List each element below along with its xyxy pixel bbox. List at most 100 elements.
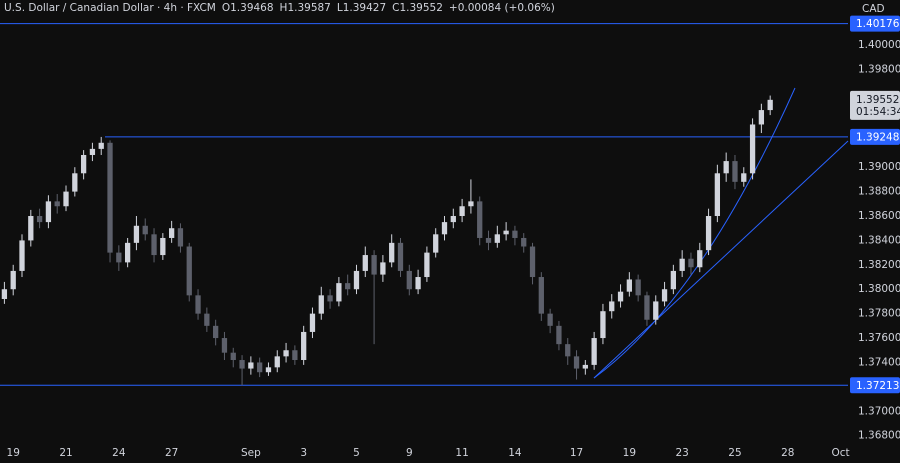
candle-body (248, 362, 254, 369)
candle-body (318, 295, 324, 314)
y-tick-label: 1.37400 (858, 356, 900, 368)
candle-body (741, 173, 747, 182)
level-label: 1.37213 (856, 380, 899, 392)
candle-body (406, 270, 412, 290)
candle-body (292, 350, 298, 361)
candle-body (213, 325, 219, 339)
y-tick-label: 1.40000 (858, 39, 900, 51)
candle-body (195, 295, 201, 314)
candle-body (609, 301, 615, 312)
x-tick-label: 27 (165, 447, 178, 459)
candle-body (186, 246, 192, 296)
price-label-box (850, 90, 900, 120)
candle-body (72, 173, 78, 192)
candle-body (133, 225, 140, 243)
candle-body (573, 356, 580, 369)
ohlc-value: L1.39427 (336, 2, 387, 14)
candle-body (477, 201, 483, 238)
level-label-box (850, 128, 900, 145)
x-tick-label: 9 (406, 447, 413, 459)
candle-body (521, 237, 527, 247)
candle-body (697, 250, 703, 268)
candle-body (1, 289, 8, 299)
candle-body (63, 191, 69, 207)
candle-body (362, 255, 368, 271)
candle-body (10, 270, 16, 290)
header: U.S. Dollar / Canadian Dollar · 4h · FXC… (4, 2, 555, 14)
y-tick-label: 1.38200 (858, 259, 900, 271)
y-tick-label: 1.39800 (858, 64, 900, 76)
currency: CAD (862, 3, 885, 15)
candle-body (503, 230, 509, 235)
candle-body (169, 228, 175, 238)
candle-body (767, 99, 773, 111)
ohlc-value: H1.39587 (279, 2, 331, 14)
candle-body (107, 142, 113, 253)
x-tick-label: 3 (300, 447, 307, 459)
x-tick-label: Sep (241, 447, 261, 459)
candle-body (565, 344, 571, 357)
x-tick-label: 17 (570, 447, 583, 459)
y-tick-label: 1.39000 (858, 161, 900, 173)
price-label: 1.39552 (856, 94, 899, 106)
candle-body (433, 234, 439, 253)
candle-body (124, 242, 131, 263)
candle-body (345, 283, 351, 290)
candle-body (336, 283, 342, 302)
candle-body (45, 201, 52, 223)
candle-body (230, 352, 236, 361)
candle-body (749, 124, 756, 174)
candle-body (705, 216, 712, 251)
candle-body (714, 173, 721, 217)
level-label: 1.39248 (856, 131, 899, 143)
candle-body (54, 201, 60, 207)
candle-body (353, 270, 360, 290)
candle-body (257, 362, 263, 373)
candle-body (116, 252, 122, 263)
candle-body (283, 350, 289, 357)
candle-body (468, 201, 474, 207)
candle-body (459, 206, 465, 217)
x-tick-label: 14 (508, 447, 522, 459)
candle-body (424, 252, 430, 278)
candle-body (529, 246, 536, 278)
y-tick-label: 1.38000 (858, 283, 900, 295)
candle-body (274, 356, 280, 368)
candle-body (494, 234, 500, 243)
candle-body (89, 148, 96, 155)
candle-body (415, 277, 421, 290)
ohlc-value: +0.00084 (+0.06%) (448, 2, 555, 14)
candle-body (380, 262, 386, 275)
candle-body (644, 295, 650, 320)
candle-body (582, 364, 588, 369)
candle-body (626, 279, 632, 292)
candle-body (617, 291, 624, 302)
y-tick-label: 1.38600 (858, 210, 900, 222)
candle-body (301, 331, 307, 361)
ohlc-value: C1.39552 (392, 2, 443, 14)
candle-body (309, 313, 316, 332)
countdown: 01:54:34 (856, 106, 900, 118)
x-tick-label: 19 (7, 447, 20, 459)
y-tick-label: 1.37600 (858, 332, 900, 344)
candle-body (397, 242, 404, 271)
candle-body (142, 225, 148, 235)
candle-body (547, 313, 553, 326)
candle-body (758, 110, 765, 125)
candle-body (600, 311, 606, 339)
candle-body (485, 237, 492, 243)
candle-body (221, 338, 228, 353)
candle-body (371, 255, 377, 275)
candle-body (19, 240, 25, 271)
level-label: 1.40176 (856, 18, 900, 30)
x-tick-label: Oct (832, 447, 850, 459)
y-tick-label: 1.37000 (858, 405, 900, 417)
x-tick-label: 24 (112, 447, 126, 459)
candle-body (688, 258, 694, 268)
candle-body (239, 360, 245, 369)
x-tick-label: 23 (675, 447, 688, 459)
candle-body (512, 230, 518, 238)
symbol-title: U.S. Dollar / Canadian Dollar · 4h · FXC… (4, 2, 216, 14)
candle-body (441, 222, 448, 235)
candle-body (80, 154, 87, 174)
